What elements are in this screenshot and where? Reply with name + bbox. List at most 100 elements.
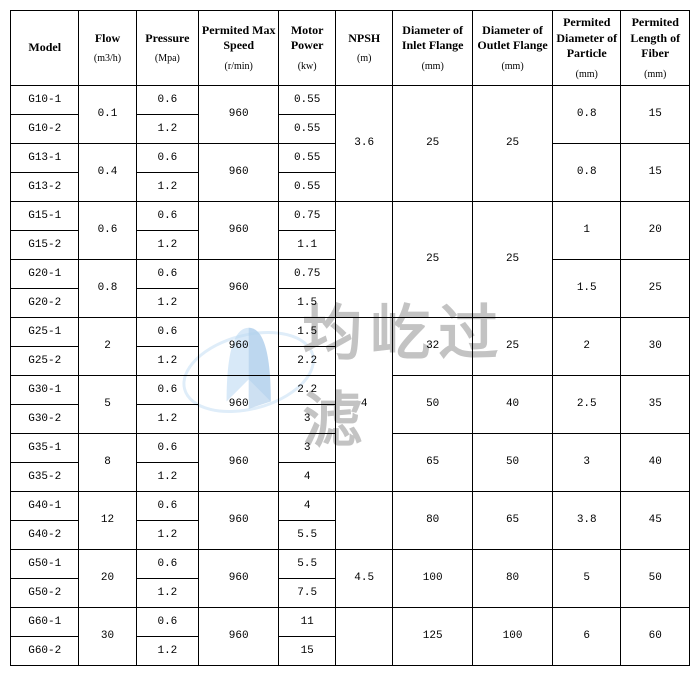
model-cell: G40-1 (11, 491, 79, 520)
fiber-cell: 20 (621, 201, 690, 259)
outlet-cell: 40 (473, 375, 553, 433)
power-cell: 15 (279, 636, 336, 665)
pressure-cell: 0.6 (136, 259, 199, 288)
speed-cell: 960 (199, 607, 279, 665)
column-header: Motor Power(kw) (279, 11, 336, 86)
inlet-cell: 65 (393, 433, 473, 491)
npsh-cell (336, 607, 393, 665)
power-cell: 4 (279, 462, 336, 491)
model-cell: G10-2 (11, 114, 79, 143)
model-cell: G13-2 (11, 172, 79, 201)
npsh-cell: 3.6 (336, 85, 393, 201)
power-cell: 3 (279, 404, 336, 433)
speed-cell: 960 (199, 143, 279, 201)
pressure-cell: 0.6 (136, 549, 199, 578)
power-cell: 2.2 (279, 375, 336, 404)
pressure-cell: 1.2 (136, 230, 199, 259)
model-cell: G35-2 (11, 462, 79, 491)
flow-cell: 5 (79, 375, 136, 433)
model-cell: G20-2 (11, 288, 79, 317)
power-cell: 5.5 (279, 520, 336, 549)
column-header: Flow(m3/h) (79, 11, 136, 86)
outlet-cell: 80 (473, 549, 553, 607)
power-cell: 0.75 (279, 259, 336, 288)
particle-cell: 5 (552, 549, 620, 607)
speed-cell: 960 (199, 491, 279, 549)
outlet-cell: 25 (473, 201, 553, 317)
particle-cell: 6 (552, 607, 620, 665)
inlet-cell: 25 (393, 85, 473, 201)
speed-cell: 960 (199, 549, 279, 607)
inlet-cell: 25 (393, 201, 473, 317)
npsh-cell (336, 201, 393, 317)
inlet-cell: 80 (393, 491, 473, 549)
power-cell: 11 (279, 607, 336, 636)
flow-cell: 0.1 (79, 85, 136, 143)
pressure-cell: 1.2 (136, 288, 199, 317)
fiber-cell: 35 (621, 375, 690, 433)
model-cell: G35-1 (11, 433, 79, 462)
particle-cell: 1.5 (552, 259, 620, 317)
flow-cell: 2 (79, 317, 136, 375)
npsh-cell (336, 491, 393, 549)
pressure-cell: 0.6 (136, 317, 199, 346)
fiber-cell: 50 (621, 549, 690, 607)
flow-cell: 0.4 (79, 143, 136, 201)
fiber-cell: 15 (621, 85, 690, 143)
fiber-cell: 25 (621, 259, 690, 317)
speed-cell: 960 (199, 433, 279, 491)
particle-cell: 0.8 (552, 85, 620, 143)
pressure-cell: 0.6 (136, 143, 199, 172)
fiber-cell: 30 (621, 317, 690, 375)
particle-cell: 2 (552, 317, 620, 375)
particle-cell: 1 (552, 201, 620, 259)
table-header-row: ModelFlow(m3/h)Pressure(Mpa)Permited Max… (11, 11, 690, 86)
outlet-cell: 25 (473, 85, 553, 201)
model-cell: G50-2 (11, 578, 79, 607)
npsh-cell: 4.5 (336, 549, 393, 607)
particle-cell: 3.8 (552, 491, 620, 549)
model-cell: G30-1 (11, 375, 79, 404)
flow-cell: 12 (79, 491, 136, 549)
power-cell: 2.2 (279, 346, 336, 375)
column-header: Model (11, 11, 79, 86)
outlet-cell: 25 (473, 317, 553, 375)
model-cell: G50-1 (11, 549, 79, 578)
pressure-cell: 0.6 (136, 607, 199, 636)
power-cell: 0.55 (279, 114, 336, 143)
spec-table: ModelFlow(m3/h)Pressure(Mpa)Permited Max… (10, 10, 690, 666)
column-header: Permited Max Speed(r/min) (199, 11, 279, 86)
pressure-cell: 0.6 (136, 375, 199, 404)
particle-cell: 3 (552, 433, 620, 491)
pressure-cell: 1.2 (136, 172, 199, 201)
table-row: G10-10.10.69600.553.625250.815 (11, 85, 690, 114)
pressure-cell: 0.6 (136, 433, 199, 462)
fiber-cell: 15 (621, 143, 690, 201)
inlet-cell: 50 (393, 375, 473, 433)
model-cell: G10-1 (11, 85, 79, 114)
outlet-cell: 50 (473, 433, 553, 491)
inlet-cell: 125 (393, 607, 473, 665)
model-cell: G20-1 (11, 259, 79, 288)
pressure-cell: 1.2 (136, 404, 199, 433)
flow-cell: 30 (79, 607, 136, 665)
pressure-cell: 0.6 (136, 201, 199, 230)
model-cell: G15-2 (11, 230, 79, 259)
power-cell: 0.75 (279, 201, 336, 230)
column-header: NPSH(m) (336, 11, 393, 86)
fiber-cell: 45 (621, 491, 690, 549)
column-header: Permited Length of Fiber(mm) (621, 11, 690, 86)
pressure-cell: 1.2 (136, 578, 199, 607)
table-row: G60-1300.696011125100660 (11, 607, 690, 636)
pressure-cell: 1.2 (136, 520, 199, 549)
fiber-cell: 60 (621, 607, 690, 665)
power-cell: 0.55 (279, 143, 336, 172)
pressure-cell: 1.2 (136, 346, 199, 375)
pressure-cell: 0.6 (136, 85, 199, 114)
table-row: G50-1200.69605.54.510080550 (11, 549, 690, 578)
speed-cell: 960 (199, 85, 279, 143)
power-cell: 7.5 (279, 578, 336, 607)
speed-cell: 960 (199, 317, 279, 375)
inlet-cell: 32 (393, 317, 473, 375)
speed-cell: 960 (199, 259, 279, 317)
